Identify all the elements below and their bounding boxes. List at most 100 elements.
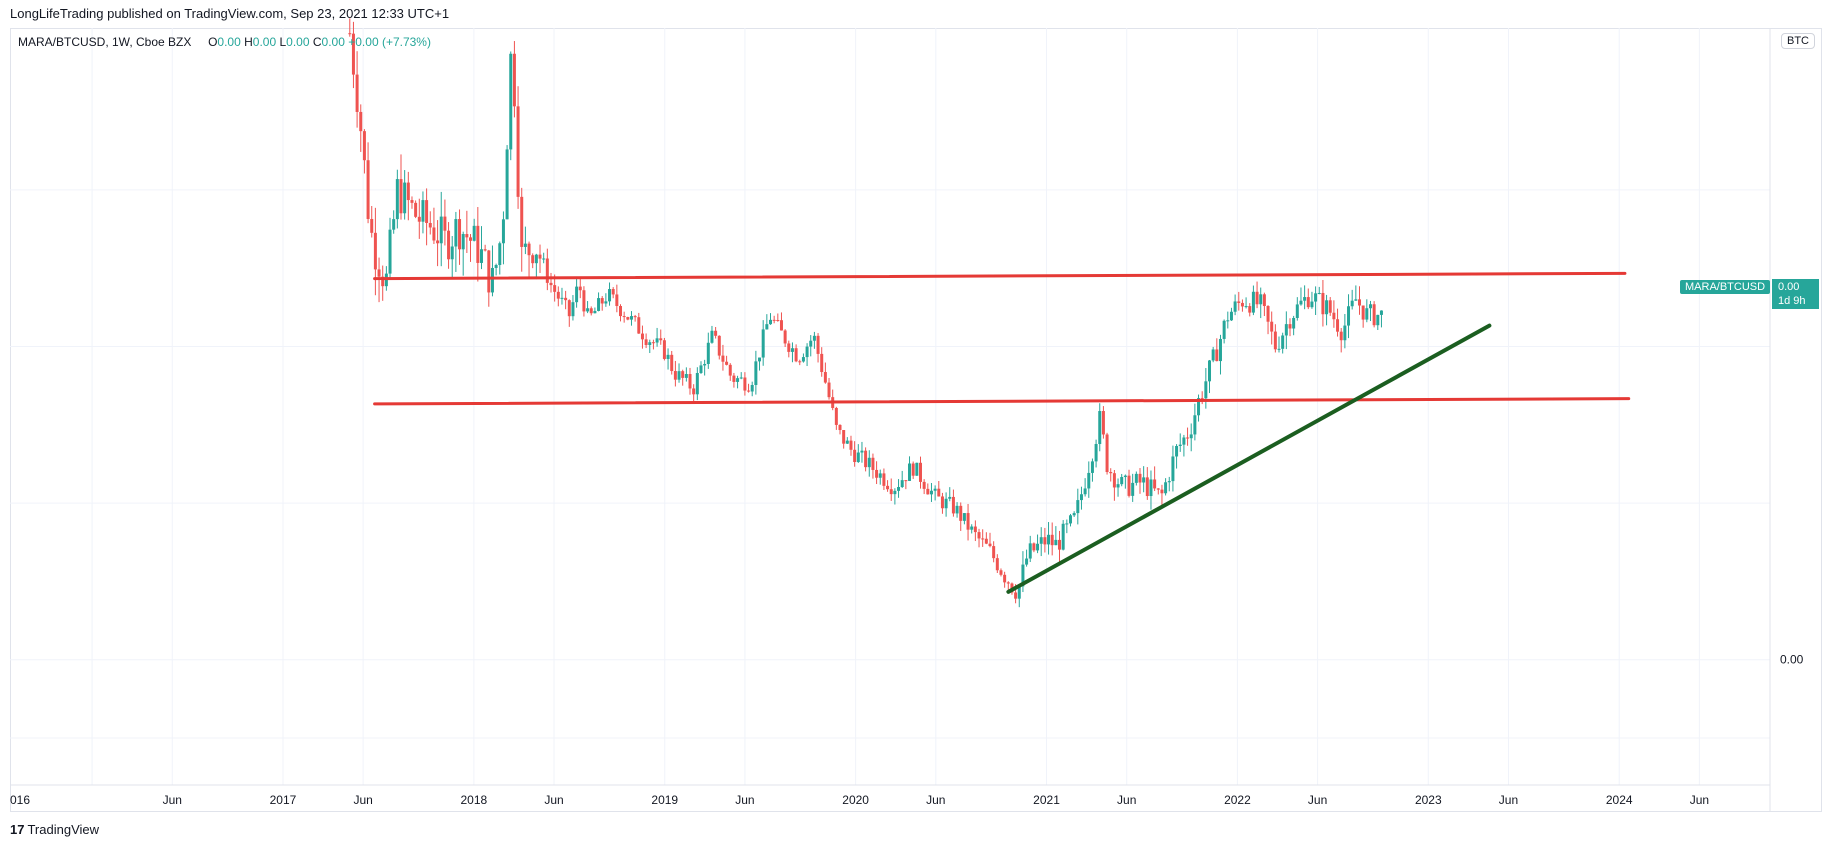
candle-down <box>1336 319 1340 332</box>
candle-up <box>754 361 758 386</box>
candle-up <box>929 490 933 495</box>
candle-down <box>1372 304 1376 326</box>
candle-up <box>948 496 952 499</box>
candle-up <box>1218 338 1222 362</box>
candle-down <box>747 390 751 392</box>
candle-down <box>1145 477 1149 497</box>
candle-down <box>1156 488 1160 490</box>
candle-up <box>1310 301 1314 308</box>
candle-down <box>820 353 824 373</box>
candle-down <box>447 230 451 260</box>
candle-down <box>875 469 879 478</box>
candle-down <box>359 111 363 132</box>
candle-up <box>498 243 502 266</box>
x-tick-label: Jun <box>1499 793 1518 807</box>
candle-up <box>1149 479 1153 497</box>
legend-high-label: H <box>244 35 253 49</box>
legend-close-label: C <box>312 35 322 49</box>
candle-up <box>677 371 681 380</box>
candle-up <box>758 357 762 362</box>
candle-down <box>926 488 930 495</box>
candle-up <box>505 149 509 220</box>
candle-down <box>904 480 908 482</box>
candle-up <box>608 289 612 302</box>
tradingview-logo[interactable]: 17 TradingView <box>10 822 99 837</box>
candle-up <box>710 330 714 343</box>
candle-up <box>1028 543 1032 559</box>
candle-down <box>545 258 549 283</box>
candle-up <box>1054 539 1058 546</box>
candle-up <box>790 348 794 352</box>
candle-up <box>805 346 809 358</box>
x-tick-label: 2021 <box>1033 793 1060 807</box>
candle-up <box>1347 306 1351 326</box>
candle-down <box>725 361 729 365</box>
candle-up <box>801 357 805 362</box>
candle-down <box>527 243 531 256</box>
candle-up <box>1142 477 1146 483</box>
candle-up <box>1079 494 1083 501</box>
candle-up <box>908 463 912 481</box>
candle-up <box>761 329 765 358</box>
candle-up <box>739 377 743 379</box>
candle-up <box>1354 299 1358 301</box>
legend-open-value: 0.00 <box>217 35 241 49</box>
candle-down <box>637 317 641 334</box>
candle-down <box>673 371 677 380</box>
candle-down <box>516 106 520 197</box>
candle-down <box>834 407 838 425</box>
candle-down <box>487 250 491 293</box>
x-tick-label: 2024 <box>1606 793 1633 807</box>
candle-up <box>461 234 465 250</box>
candle-up <box>706 342 710 364</box>
candle-up <box>1087 472 1091 489</box>
candle-up <box>1189 434 1193 439</box>
x-tick-label: 016 <box>10 793 30 807</box>
candle-up <box>1083 488 1087 495</box>
candle-up <box>542 258 546 260</box>
candle-up <box>750 385 754 392</box>
candle-down <box>553 285 557 292</box>
bar-countdown: 1d 9h <box>1778 295 1806 307</box>
candle-up <box>1076 500 1080 514</box>
candle-down <box>538 254 542 259</box>
candle-down <box>959 505 963 521</box>
candle-down <box>1050 534 1054 546</box>
candle-up <box>1244 306 1248 308</box>
candle-down <box>1255 291 1259 305</box>
candle-up <box>1365 308 1369 320</box>
candle-down <box>1127 475 1131 496</box>
candle-down <box>589 308 593 314</box>
candle-down <box>886 485 890 490</box>
candle-up <box>1314 293 1318 302</box>
symbol-legend[interactable]: MARA/BTCUSD, 1W, Cboe BZX O0.00 H0.00 L0… <box>18 35 431 49</box>
candle-up <box>593 310 597 314</box>
candle-down <box>692 388 696 395</box>
candle-down <box>1058 539 1062 550</box>
candle-down <box>922 481 926 489</box>
candle-up <box>586 308 590 312</box>
currency-badge[interactable]: BTC <box>1781 33 1815 49</box>
candle-up <box>1068 515 1072 524</box>
candle-up <box>1295 304 1299 318</box>
candle-up <box>900 480 904 488</box>
x-tick-label: Jun <box>735 793 754 807</box>
candle-down <box>1105 434 1109 473</box>
candle-down <box>651 342 655 344</box>
candle-down <box>940 496 944 509</box>
candle-up <box>575 286 579 303</box>
candle-up <box>604 301 608 304</box>
candle-down <box>465 234 469 238</box>
candle-down <box>1288 324 1292 329</box>
candle-up <box>1197 398 1201 416</box>
candle-up <box>1204 381 1208 399</box>
candle-down <box>512 53 516 107</box>
candle-up <box>1208 360 1212 382</box>
candle-up <box>809 340 813 347</box>
candle-up <box>388 229 392 274</box>
candle-up <box>1343 325 1347 341</box>
candle-down <box>600 298 604 304</box>
candle-up <box>1193 415 1197 435</box>
candle-up <box>703 363 707 366</box>
